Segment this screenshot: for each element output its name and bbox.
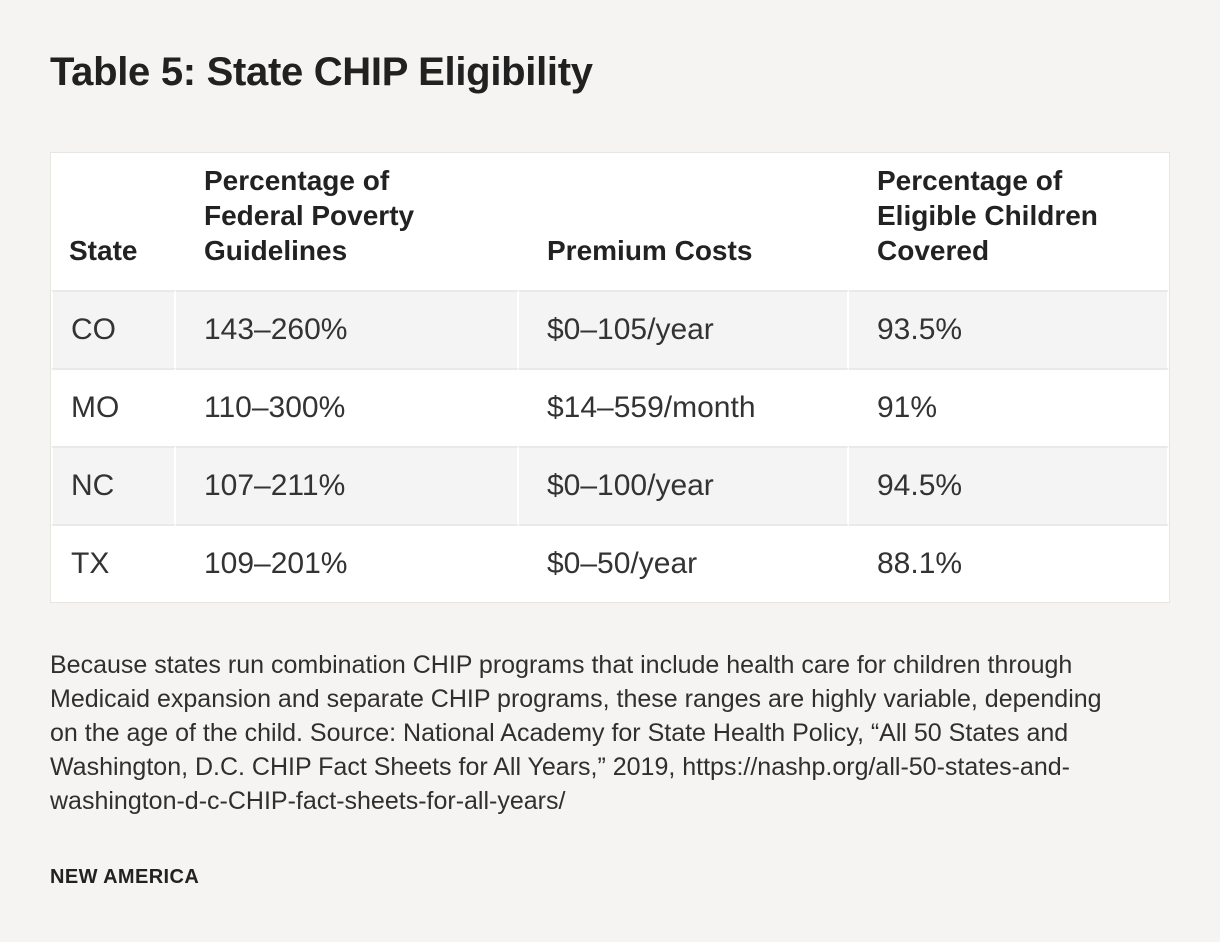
cell-covered: 88.1% [849, 524, 1169, 602]
cell-covered: 91% [849, 368, 1169, 446]
cell-fpg: 110–300% [176, 368, 519, 446]
brand-wordmark: NEW AMERICA [50, 866, 200, 888]
table-header-row: State Percentage of Federal Poverty Guide… [51, 153, 1169, 290]
cell-state: CO [51, 290, 176, 368]
cell-premium: $14–559/month [519, 368, 849, 446]
table-row: TX 109–201% $0–50/year 88.1% [51, 524, 1169, 602]
cell-fpg: 143–260% [176, 290, 519, 368]
footnote: Because states run combination CHIP prog… [50, 651, 1102, 815]
cell-covered: 94.5% [849, 446, 1169, 524]
column-header-premium: Premium Costs [519, 153, 849, 290]
data-table: State Percentage of Federal Poverty Guide… [51, 153, 1169, 602]
table-row: NC 107–211% $0–100/year 94.5% [51, 446, 1169, 524]
column-header-fpg: Percentage of Federal Poverty Guidelines [176, 153, 519, 290]
cell-premium: $0–105/year [519, 290, 849, 368]
chip-eligibility-table: State Percentage of Federal Poverty Guide… [50, 152, 1170, 603]
table-row: CO 143–260% $0–105/year 93.5% [51, 290, 1169, 368]
cell-fpg: 107–211% [176, 446, 519, 524]
column-header-state: State [51, 153, 176, 290]
cell-state: NC [51, 446, 176, 524]
column-header-covered: Percentage of Eligible Children Covered [849, 153, 1169, 290]
cell-covered: 93.5% [849, 290, 1169, 368]
cell-premium: $0–100/year [519, 446, 849, 524]
report-table-page: Table 5: State CHIP Eligibility State Per… [50, 50, 1170, 888]
cell-state: MO [51, 368, 176, 446]
page-title: Table 5: State CHIP Eligibility [50, 50, 593, 94]
cell-premium: $0–50/year [519, 524, 849, 602]
table-row: MO 110–300% $14–559/month 91% [51, 368, 1169, 446]
cell-fpg: 109–201% [176, 524, 519, 602]
cell-state: TX [51, 524, 176, 602]
